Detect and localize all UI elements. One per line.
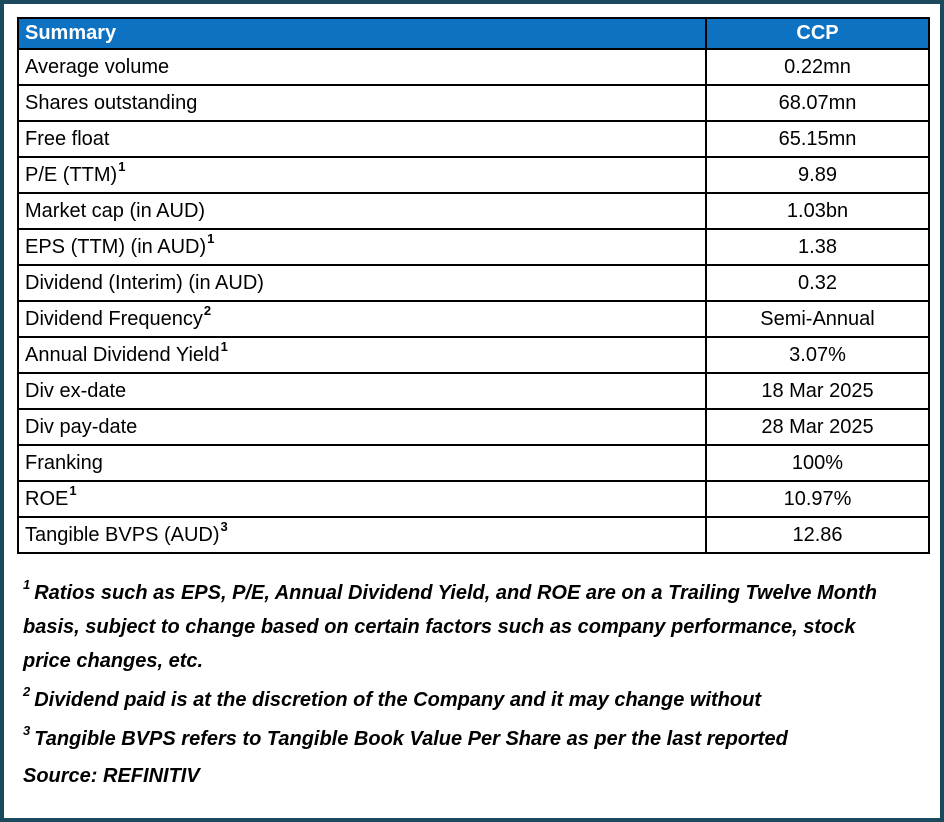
row-value: 0.32 (705, 264, 930, 302)
row-label: ROE1 (17, 480, 707, 518)
source-attribution: Source: REFINITIV (23, 765, 200, 787)
table-row: Market cap (in AUD) 1.03bn (17, 192, 930, 230)
footnote-ref: 3 (220, 518, 228, 534)
row-value: 65.15mn (705, 120, 930, 158)
row-value: 1.03bn (705, 192, 930, 230)
footnote-3-text: Tangible BVPS refers to Tangible Book Va… (34, 728, 788, 750)
row-value: 3.07% (705, 336, 930, 374)
row-label-text: Tangible BVPS (AUD) (25, 523, 220, 546)
table-row: Free float 65.15mn (17, 120, 930, 158)
footnote-1: 1 Ratios such as EPS, P/E, Annual Dividen… (23, 576, 907, 678)
header-ticker: CCP (705, 17, 930, 50)
footnote-ref: 1 (207, 230, 215, 246)
row-value: 18 Mar 2025 (705, 372, 930, 410)
row-label: Free float (17, 120, 707, 158)
row-label: Annual Dividend Yield1 (17, 336, 707, 374)
row-label: Average volume (17, 48, 707, 86)
footnote-2: 2 Dividend paid is at the discretion of t… (23, 683, 907, 717)
header-summary: Summary (17, 17, 707, 50)
table-row: Div ex-date 18 Mar 2025 (17, 372, 930, 410)
footnote-ref: 1 (118, 158, 126, 174)
table-row: ROE1 10.97% (17, 480, 930, 518)
footnote-ref: 1 (220, 338, 228, 354)
table-row: Annual Dividend Yield1 3.07% (17, 336, 930, 374)
row-label: Div ex-date (17, 372, 707, 410)
row-label: EPS (TTM) (in AUD)1 (17, 228, 707, 266)
row-label-text: Div ex-date (25, 379, 127, 402)
row-label-text: Shares outstanding (25, 91, 198, 114)
footnote-2-marker: 2 (23, 684, 31, 700)
table-row: EPS (TTM) (in AUD)1 1.38 (17, 228, 930, 266)
table-row: Dividend (Interim) (in AUD) 0.32 (17, 264, 930, 302)
row-label: Dividend Frequency2 (17, 300, 707, 338)
footnote-ref: 1 (69, 482, 77, 498)
row-label-text: Div pay-date (25, 415, 138, 438)
row-label-text: Average volume (25, 55, 170, 78)
footnote-3-marker: 3 (23, 723, 31, 739)
row-label: Tangible BVPS (AUD)3 (17, 516, 707, 554)
footnotes-section: 1 Ratios such as EPS, P/E, Annual Dividen… (17, 576, 907, 791)
row-label: Shares outstanding (17, 84, 707, 122)
row-label-text: ROE (25, 487, 69, 510)
footnote-2-text: Dividend paid is at the discretion of th… (34, 689, 761, 711)
row-value: 0.22mn (705, 48, 930, 86)
table-row: Franking 100% (17, 444, 930, 482)
footnote-1-marker: 1 (23, 577, 31, 593)
row-label-text: Dividend Frequency (25, 307, 203, 330)
row-label-text: Free float (25, 127, 110, 150)
row-label-text: EPS (TTM) (in AUD) (25, 235, 207, 258)
row-value: Semi-Annual (705, 300, 930, 338)
row-label: Dividend (Interim) (in AUD) (17, 264, 707, 302)
footnote-3: 3 Tangible BVPS refers to Tangible Book V… (23, 722, 907, 756)
row-label: Franking (17, 444, 707, 482)
table-row: Dividend Frequency2 Semi-Annual (17, 300, 930, 338)
row-label-text: Franking (25, 451, 103, 474)
footnote-ref: 2 (203, 302, 212, 318)
table-row: Shares outstanding 68.07mn (17, 84, 930, 122)
row-value: 28 Mar 2025 (705, 408, 930, 446)
row-label-text: Market cap (in AUD) (25, 199, 206, 222)
table-header-row: Summary CCP (17, 17, 930, 50)
summary-table: Summary CCP Average volume 0.22mn Shares… (17, 17, 930, 554)
row-label-text: P/E (TTM) (25, 163, 118, 186)
row-label-text: Dividend (Interim) (in AUD) (25, 271, 264, 294)
row-value: 100% (705, 444, 930, 482)
table-row: Average volume 0.22mn (17, 48, 930, 86)
table-row: Tangible BVPS (AUD)3 12.86 (17, 516, 930, 554)
footnote-1-text: Ratios such as EPS, P/E, Annual Dividend… (23, 582, 878, 672)
row-label: P/E (TTM)1 (17, 156, 707, 194)
table-row: P/E (TTM)1 9.89 (17, 156, 930, 194)
row-value: 10.97% (705, 480, 930, 518)
row-value: 12.86 (705, 516, 930, 554)
row-label: Market cap (in AUD) (17, 192, 707, 230)
row-label-text: Annual Dividend Yield (25, 343, 220, 366)
row-value: 9.89 (705, 156, 930, 194)
row-value: 1.38 (705, 228, 930, 266)
row-value: 68.07mn (705, 84, 930, 122)
row-label: Div pay-date (17, 408, 707, 446)
table-row: Div pay-date 28 Mar 2025 (17, 408, 930, 446)
